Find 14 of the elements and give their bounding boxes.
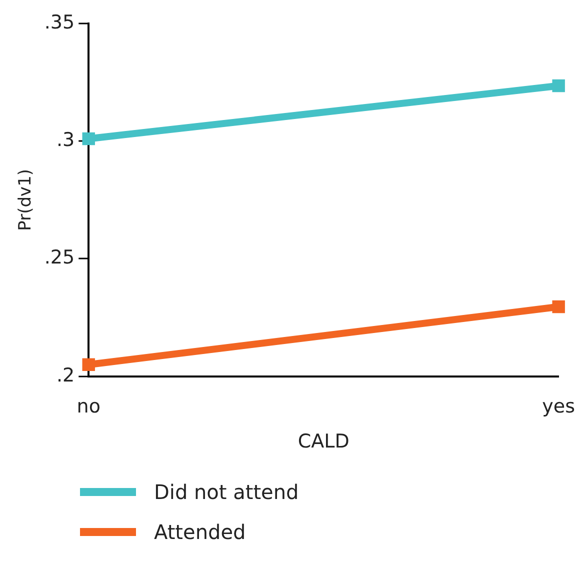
point — [552, 300, 565, 314]
y-tick-label: .2 — [56, 364, 75, 386]
x-tick-label: yes — [542, 396, 576, 418]
y-axis-title: Pr(dv1) — [16, 168, 36, 231]
y-tick-label: .35 — [44, 11, 75, 34]
legend-label: Attended — [154, 520, 246, 544]
y-tick-label: .25 — [44, 246, 75, 269]
legend-label: Did not attend — [154, 480, 299, 504]
point — [552, 79, 565, 92]
x-tick-label: no — [76, 396, 100, 418]
x-axis-title: CALD — [298, 430, 350, 453]
point — [82, 132, 95, 146]
point — [82, 358, 95, 371]
y-tick-label: .3 — [56, 129, 75, 152]
